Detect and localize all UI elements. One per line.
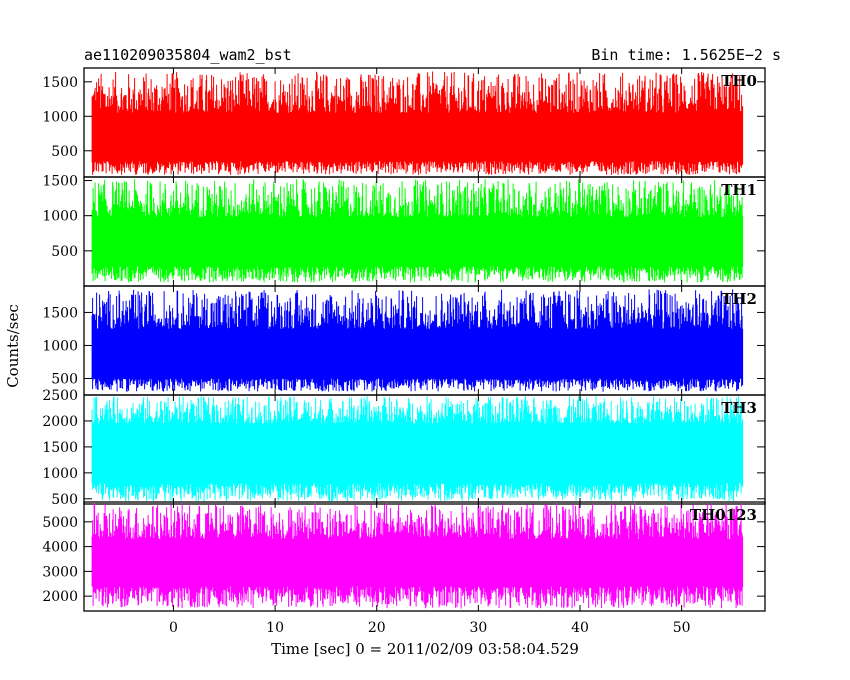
x-tick-label: 30: [469, 620, 487, 636]
panel-frame-th3: [83, 394, 766, 505]
panel-th2: 500 1000 1500 TH2: [42, 285, 766, 396]
series-trace-th0123: [91, 503, 744, 609]
y-tick-label: 500: [51, 492, 78, 508]
panel-label-th3: TH3: [721, 399, 757, 417]
y-tick-label: 4000: [42, 540, 78, 556]
series-trace-th2: [91, 289, 744, 392]
panel-label-th2: TH2: [721, 290, 757, 308]
y-tick-label: 2000: [42, 414, 78, 430]
y-tick-label: 2000: [42, 589, 78, 605]
panel-frame-th0123: [83, 501, 766, 612]
x-tick-label: 50: [673, 620, 691, 636]
header-title-left: ae110209035804_wam2_bst: [84, 46, 292, 64]
y-tick-label: 2500: [42, 388, 78, 404]
panel-th0123: 2000 3000 4000 5000 TH0123: [42, 501, 766, 612]
y-tick-label: 3000: [42, 564, 78, 580]
panel-th3: 500 1000 1500 2000 2500 TH3: [42, 388, 766, 508]
panel-th1: 500 1000 1500 TH1: [42, 174, 766, 287]
y-tick-label: 500: [51, 144, 78, 160]
y-tick-label: 1000: [42, 109, 78, 125]
y-axis-label: Counts/sec: [4, 304, 22, 388]
x-tick-label: 20: [368, 620, 386, 636]
panel-th0: 500 1000 1500 TH0: [42, 67, 766, 178]
series-trace-th0: [91, 71, 744, 175]
y-tick-label: 1500: [42, 75, 78, 91]
y-tick-label: 500: [51, 371, 78, 387]
header-bin-time: Bin time: 1.5625E−2 s: [591, 46, 781, 64]
panel-label-th0: TH0: [721, 72, 757, 90]
y-tick-label: 1000: [42, 338, 78, 354]
panel-label-th1: TH1: [721, 181, 757, 199]
panel-label-th0123: TH0123: [690, 506, 757, 524]
y-tick-label: 1000: [42, 209, 78, 225]
x-tick-label: 10: [266, 620, 284, 636]
y-tick-label: 1500: [42, 440, 78, 456]
x-tick-label: 0: [169, 620, 178, 636]
y-tick-label: 1500: [42, 174, 78, 190]
y-tick-label: 500: [51, 244, 78, 260]
series-trace-th1: [91, 179, 744, 283]
x-tick-label: 40: [571, 620, 589, 636]
y-tick-label: 1000: [42, 466, 78, 482]
x-axis-label: Time [sec] 0 = 2011/02/09 03:58:04.529: [271, 640, 579, 658]
y-tick-label: 1500: [42, 305, 78, 321]
series-trace-th3: [91, 396, 744, 502]
y-tick-label: 5000: [42, 515, 78, 531]
